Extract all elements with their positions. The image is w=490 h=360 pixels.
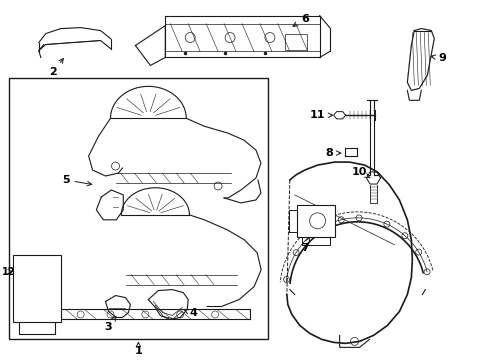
Text: 12: 12 (2, 267, 16, 276)
Bar (9, 78, 268, 339)
Bar (13, 255, 61, 323)
Text: 2: 2 (49, 59, 63, 77)
Text: 7: 7 (301, 237, 310, 253)
Text: 5: 5 (62, 175, 92, 186)
Text: 10: 10 (352, 167, 370, 178)
Text: 11: 11 (310, 110, 333, 120)
Polygon shape (407, 28, 434, 90)
Text: 1: 1 (135, 342, 142, 356)
Text: 6: 6 (293, 14, 309, 26)
Text: 3: 3 (105, 316, 116, 332)
Text: 9: 9 (431, 54, 446, 63)
Bar (297, 205, 335, 237)
Bar (285, 33, 307, 50)
Text: 8: 8 (326, 148, 341, 158)
Text: 4: 4 (184, 309, 197, 319)
